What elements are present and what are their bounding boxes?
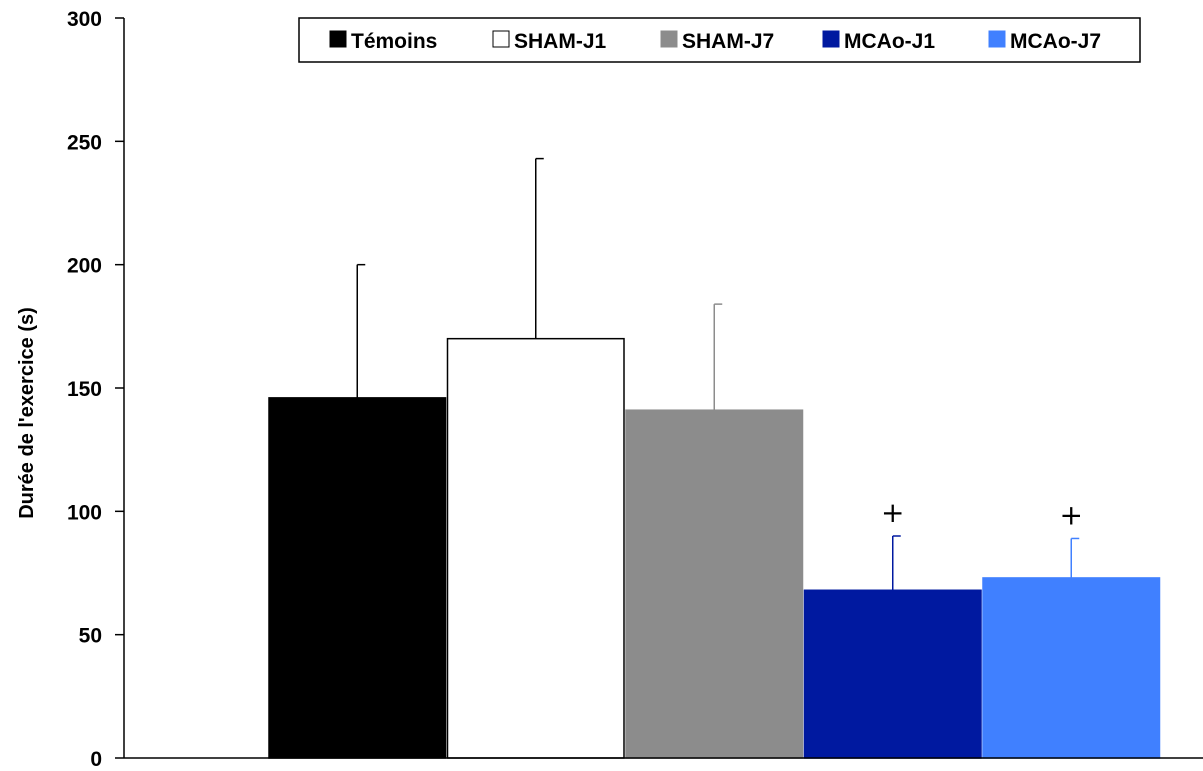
legend: Témoins SHAM-J1 SHAM-J7 MCAo-J1 MCAo-J7 (298, 17, 1141, 63)
bar-t-moins (268, 397, 447, 759)
significance-marker: + (1060, 498, 1083, 531)
legend-label: SHAM-J7 (682, 30, 774, 53)
legend-swatch (988, 30, 1006, 48)
legend-swatch (492, 30, 510, 48)
legend-label: SHAM-J1 (514, 30, 607, 53)
bar-sham-j7 (625, 409, 804, 759)
y-tick-label: 200 (67, 255, 102, 278)
y-tick-label: 0 (90, 748, 102, 771)
y-tick-label: 50 (79, 625, 102, 648)
legend-label: MCAo-J7 (1010, 30, 1101, 53)
bar-sham-j1 (446, 337, 625, 759)
legend-label: MCAo-J1 (844, 30, 935, 53)
significance-marker: + (881, 496, 904, 529)
bars-group: + + (268, 157, 1161, 759)
y-tick-label: 300 (67, 8, 102, 31)
bar-mcao-j1 (803, 589, 982, 759)
legend-swatch (660, 30, 678, 48)
y-axis-title: Durée de l'exercice (s) (16, 307, 38, 519)
legend-swatch (329, 30, 347, 48)
y-tick-label: 150 (67, 378, 102, 401)
legend-swatch (822, 30, 840, 48)
axes (123, 18, 1203, 759)
y-tick-label: 250 (67, 131, 102, 154)
legend-label: Témoins (351, 30, 437, 53)
bar-mcao-j7 (982, 577, 1161, 759)
y-tick-label: 100 (67, 501, 102, 524)
y-axis-ticks: 0 50 100 150 200 250 300 (67, 8, 124, 771)
